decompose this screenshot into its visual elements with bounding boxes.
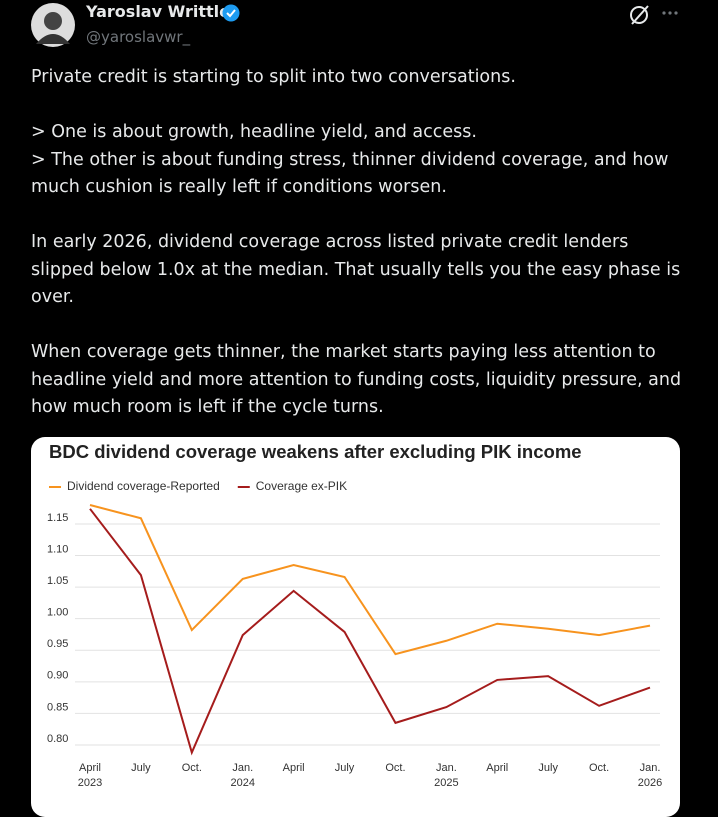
x-tick-label: July [538, 762, 558, 774]
author-name[interactable]: Yaroslav Writtle [86, 2, 230, 21]
x-tick-label: Oct. [182, 762, 202, 774]
paragraph: Private credit is starting to split into… [31, 67, 516, 87]
x-tick-label: Jan. [436, 762, 457, 774]
y-tick-label: 0.95 [47, 638, 68, 650]
x-tick-year: 2023 [78, 777, 102, 789]
x-tick-label: April [79, 762, 101, 774]
y-tick-label: 1.10 [47, 543, 68, 555]
x-tick-year: 2024 [230, 777, 254, 789]
y-tick-label: 0.85 [47, 701, 68, 713]
chart-title: BDC dividend coverage weakens after excl… [49, 441, 582, 462]
x-tick-label: Oct. [589, 762, 609, 774]
x-tick-year: 2026 [638, 777, 662, 789]
paragraph: > One is about growth, headline yield, a… [31, 122, 477, 142]
tweet-text: Private credit is starting to split into… [31, 64, 686, 422]
x-tick-label: July [131, 762, 151, 774]
legend-label: Dividend coverage-Reported [67, 479, 220, 493]
page: Yaroslav Writtle @yaroslavwr_ Private cr… [30, 2, 686, 817]
x-tick-label: Oct. [385, 762, 405, 774]
paragraph: In early 2026, dividend coverage across … [31, 232, 681, 307]
avatar[interactable] [30, 2, 76, 48]
x-tick-label: April [486, 762, 508, 774]
x-tick-label: Jan. [640, 762, 661, 774]
chart: BDC dividend coverage weakens after excl… [47, 441, 662, 789]
author-handle[interactable]: @yaroslavwr_ [86, 28, 191, 46]
grok-icon[interactable] [628, 4, 652, 26]
x-tick-label: July [335, 762, 355, 774]
chart-card[interactable]: BDC dividend coverage weakens after excl… [31, 437, 680, 817]
verified-badge [222, 4, 240, 22]
x-tick-label: April [283, 762, 305, 774]
x-tick-year: 2025 [434, 777, 458, 789]
series-line [89, 504, 651, 656]
paragraph: > The other is about funding stress, thi… [31, 149, 669, 198]
y-tick-label: 1.15 [47, 512, 68, 524]
series-line [89, 508, 651, 756]
more-menu[interactable] [660, 6, 682, 20]
y-tick-label: 0.80 [47, 733, 68, 745]
legend-label: Coverage ex-PIK [256, 479, 347, 493]
paragraph: When coverage gets thinner, the market s… [31, 342, 682, 417]
x-tick-label: Jan. [232, 762, 253, 774]
y-tick-label: 1.05 [47, 575, 68, 587]
y-tick-label: 0.90 [47, 670, 68, 682]
y-tick-label: 1.00 [47, 607, 68, 619]
